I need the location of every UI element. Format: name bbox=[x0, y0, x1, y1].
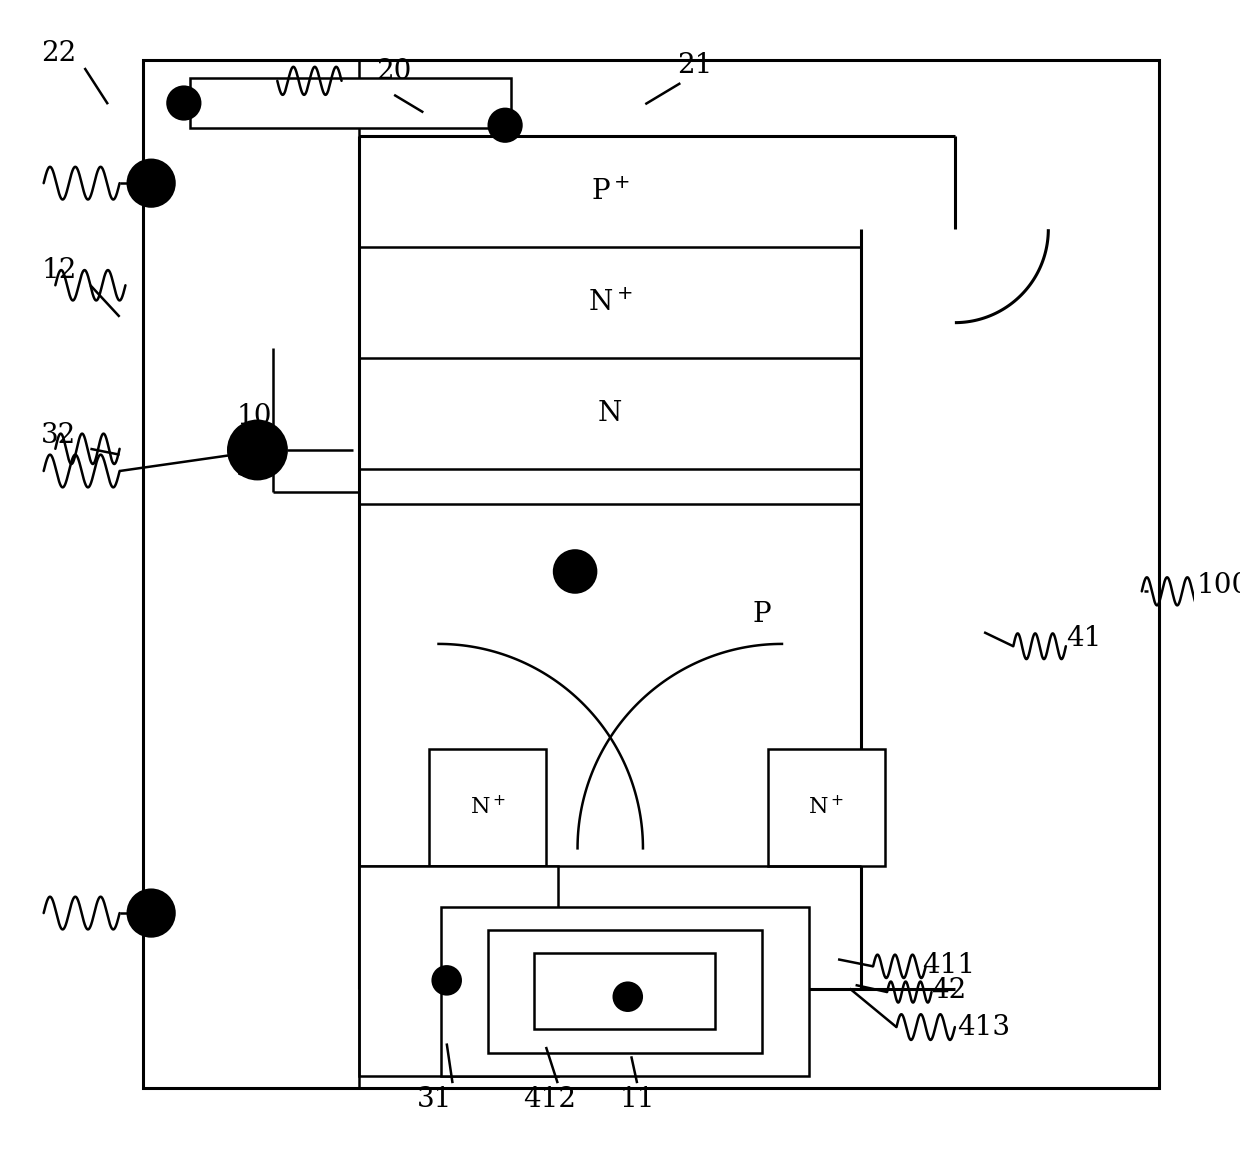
Circle shape bbox=[228, 420, 286, 479]
Text: 21: 21 bbox=[677, 53, 712, 80]
Text: 10: 10 bbox=[236, 403, 272, 430]
Circle shape bbox=[128, 159, 175, 206]
Text: 41: 41 bbox=[1065, 624, 1101, 651]
Text: 32: 32 bbox=[41, 423, 77, 450]
Text: N$^+$: N$^+$ bbox=[588, 289, 632, 316]
Bar bbox=[534, 953, 715, 1029]
Circle shape bbox=[489, 109, 522, 142]
Text: 412: 412 bbox=[523, 1086, 577, 1112]
Bar bbox=[487, 930, 763, 1053]
Bar bbox=[190, 78, 511, 128]
Bar bbox=[360, 865, 558, 1076]
Text: P: P bbox=[753, 601, 771, 628]
Circle shape bbox=[614, 982, 642, 1011]
Text: 20: 20 bbox=[377, 59, 412, 85]
Text: N: N bbox=[598, 400, 622, 427]
Bar bbox=[441, 906, 808, 1076]
Text: N$^+$: N$^+$ bbox=[470, 796, 506, 819]
Circle shape bbox=[433, 966, 461, 994]
Text: 42: 42 bbox=[931, 978, 967, 1005]
Text: 12: 12 bbox=[41, 256, 77, 283]
Text: P$^+$: P$^+$ bbox=[590, 178, 630, 206]
Bar bbox=[429, 749, 546, 865]
Text: N$^+$: N$^+$ bbox=[808, 796, 844, 819]
Text: 11: 11 bbox=[619, 1086, 655, 1112]
Bar bbox=[768, 749, 885, 865]
Text: 100: 100 bbox=[1197, 571, 1240, 600]
Bar bbox=[143, 60, 360, 1088]
Circle shape bbox=[167, 87, 200, 119]
Circle shape bbox=[554, 550, 596, 593]
Bar bbox=[143, 60, 1159, 1088]
Circle shape bbox=[128, 890, 175, 937]
Text: 413: 413 bbox=[957, 1014, 1011, 1041]
Text: 411: 411 bbox=[923, 952, 976, 979]
Text: 30: 30 bbox=[237, 456, 272, 482]
Text: 22: 22 bbox=[41, 41, 77, 68]
Text: 31: 31 bbox=[418, 1086, 453, 1112]
